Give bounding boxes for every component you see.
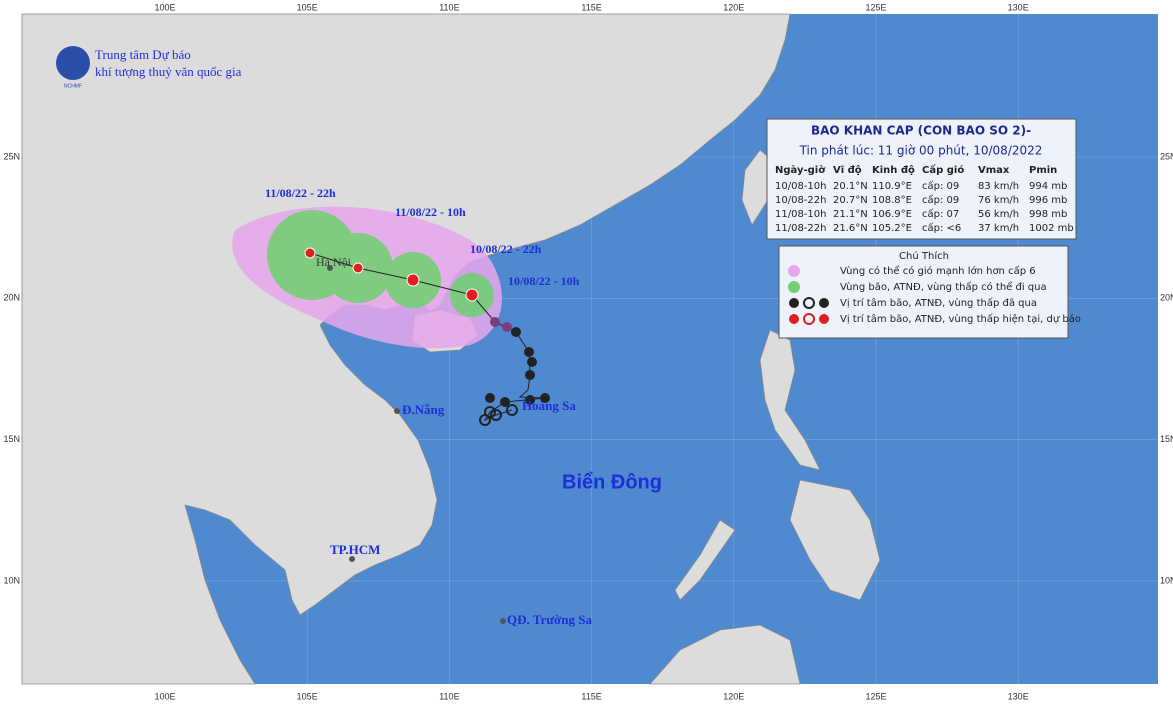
legend: Chú Thích Vùng có thể có gió mạnh lớn hơ… <box>778 245 1081 339</box>
lon-label: 100E <box>154 2 175 12</box>
forecast-track <box>309 252 473 296</box>
table-cell: 108.8°E <box>872 195 912 206</box>
lat-label: 15N <box>1160 434 1173 444</box>
sea-label: Biển Đông <box>562 471 662 493</box>
lon-label: 100E <box>154 691 175 701</box>
table-cell: 998 mb <box>1029 209 1067 220</box>
legend-swatch <box>788 281 800 293</box>
table-cell: 110.9°E <box>872 181 912 192</box>
lat-label: 25N <box>1160 151 1173 161</box>
lon-label: 105E <box>297 691 318 701</box>
lon-label: 110E <box>439 691 459 701</box>
track-label: 10/08/22 - 22h <box>470 242 542 256</box>
table-cell: 21.1°N <box>833 209 868 220</box>
table-header: Vĩ độ <box>833 164 862 176</box>
table-cell: 105.2°E <box>872 223 912 234</box>
table-cell: 10/08-10h <box>775 181 827 192</box>
legend-item: Vị trí tâm bão, ATNĐ, vùng thấp hiện tại… <box>840 313 1081 325</box>
table-cell: 76 km/h <box>978 195 1019 206</box>
lon-label: 120E <box>723 2 744 12</box>
lat-label: 20N <box>3 293 20 303</box>
legend-item: Vùng bão, ATNĐ, vùng thấp có thể đi qua <box>840 280 1047 293</box>
lon-label: 105E <box>297 2 318 12</box>
place-label: Đ.Nẵng <box>402 402 445 417</box>
table-header: Ngày-giờ <box>775 164 826 176</box>
place-label: Hà Nội <box>316 255 352 269</box>
lon-label: 125E <box>865 691 886 701</box>
forecast-positions <box>304 247 479 302</box>
table-cell: cấp: <6 <box>922 222 961 234</box>
table-cell: 106.9°E <box>872 209 912 220</box>
table-cell: 56 km/h <box>978 209 1019 220</box>
lat-label: 20N <box>1160 293 1173 303</box>
place-label: QĐ. Trường Sa <box>507 612 592 627</box>
table-cell: 11/08-10h <box>775 209 827 220</box>
lon-label: 130E <box>1008 2 1029 12</box>
track-label: 11/08/22 - 22h <box>265 186 336 200</box>
legend-swatch <box>789 297 829 309</box>
table-header: Kinh độ <box>872 164 915 176</box>
org-name: Trung tâm Dự báo <box>95 47 191 62</box>
table-cell: 1002 mb <box>1029 223 1074 234</box>
info-box: BAO KHAN CAP (CON BAO SO 2)- Tin phát lú… <box>766 118 1077 240</box>
lat-label: 10N <box>3 575 20 585</box>
org-name: khí tượng thuỷ văn quốc gia <box>95 64 242 79</box>
lat-label: 25N <box>3 151 20 161</box>
lon-label: 120E <box>723 691 744 701</box>
track-label: 11/08/22 - 10h <box>395 205 466 219</box>
lon-label: 130E <box>1008 691 1029 701</box>
palawan <box>674 519 736 601</box>
table-header: Pmin <box>1029 165 1057 176</box>
table-cell: cấp: 09 <box>922 194 959 206</box>
lon-label: 125E <box>865 2 886 12</box>
table-cell: 996 mb <box>1029 195 1067 206</box>
legend-item: Vùng có thể có gió mạnh lớn hơn cấp 6 <box>840 264 1036 277</box>
table-cell: cấp: 09 <box>922 180 959 192</box>
table-cell: cấp: 07 <box>922 208 959 220</box>
mindanao <box>789 479 881 601</box>
info-issued: Tin phát lúc: 11 giờ 00 phút, 10/08/2022 <box>799 144 1043 158</box>
info-title: BAO KHAN CAP (CON BAO SO 2)- <box>811 124 1031 138</box>
lat-label: 15N <box>3 434 20 444</box>
table-header: Cấp gió <box>922 163 964 176</box>
lon-label: 115E <box>581 691 601 701</box>
legend-title: Chú Thích <box>899 250 949 262</box>
mainland <box>21 13 791 685</box>
borneo <box>649 624 801 685</box>
past-positions <box>479 317 550 426</box>
table-header: Vmax <box>978 165 1010 176</box>
lat-label: 10N <box>1160 575 1173 585</box>
luzon <box>759 329 821 471</box>
track-label: 10/08/22 - 10h <box>508 274 580 288</box>
place-label: TP.HCM <box>330 542 380 557</box>
table-cell: 20.7°N <box>833 195 868 206</box>
legend-swatch <box>789 313 829 325</box>
lon-label: 115E <box>581 2 601 12</box>
table-cell: 83 km/h <box>978 181 1019 192</box>
table-cell: 11/08-22h <box>775 223 827 234</box>
legend-item: Vị trí tâm bão, ATNĐ, vùng thấp đã qua <box>840 297 1037 309</box>
table-cell: 20.1°N <box>833 181 868 192</box>
legend-swatch <box>788 265 800 277</box>
table-cell: 10/08-22h <box>775 195 827 206</box>
place-dots <box>327 265 506 624</box>
place-label: Hoàng Sa <box>522 398 576 413</box>
table-cell: 21.6°N <box>833 223 868 234</box>
info-box-bg <box>766 118 1077 240</box>
table-cell: 994 mb <box>1029 181 1067 192</box>
logo <box>56 46 90 80</box>
lon-label: 110E <box>439 2 459 12</box>
table-cell: 37 km/h <box>978 223 1019 234</box>
logo-text: NCHMF <box>64 83 82 89</box>
